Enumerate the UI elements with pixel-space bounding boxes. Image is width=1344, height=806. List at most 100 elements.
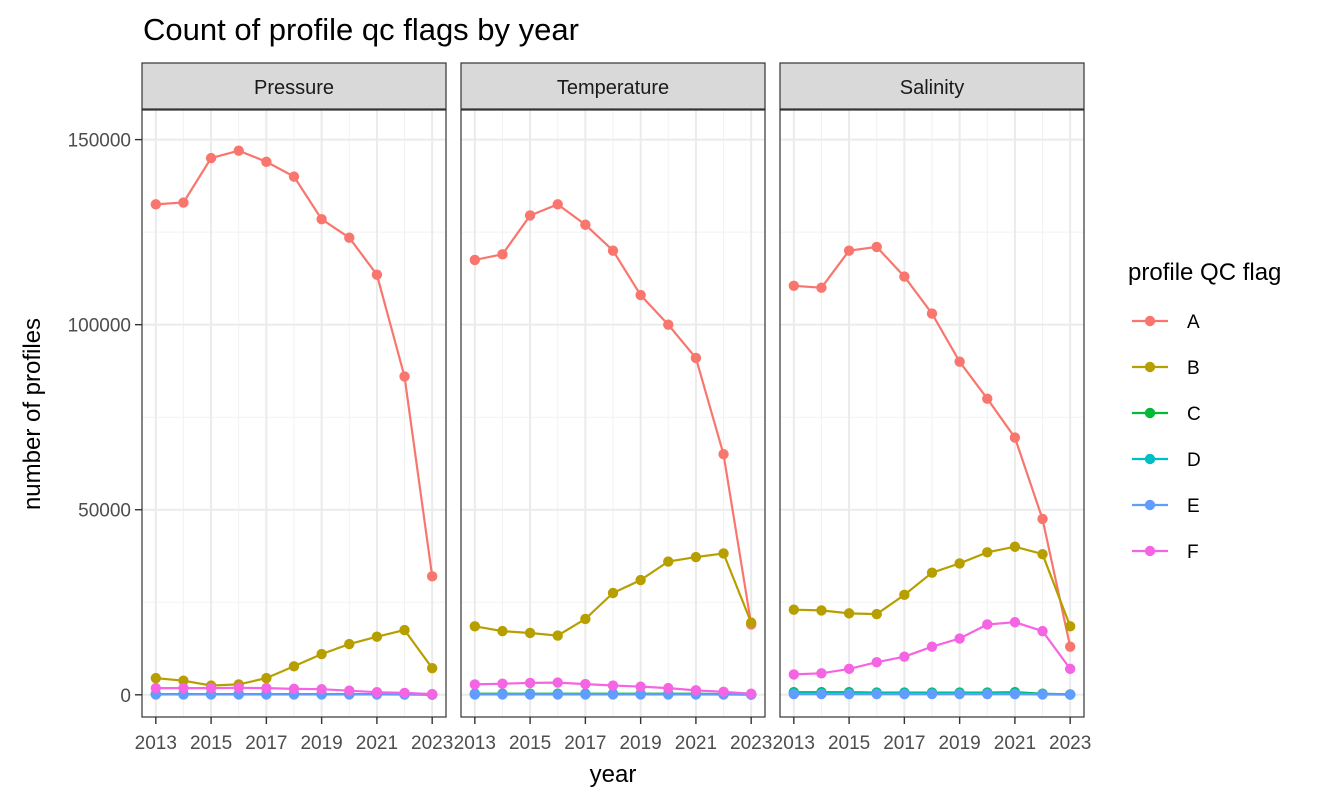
data-point-f (233, 682, 244, 693)
chart-title: Count of profile qc flags by year (143, 12, 579, 47)
data-point-a (607, 245, 619, 256)
x-tick-label: 2013 (773, 733, 815, 754)
data-point-a (371, 269, 383, 280)
panel-border (141, 109, 447, 718)
data-point-a (1064, 641, 1076, 652)
panel-temperature: Temperature 2013 2015 2017 2019 2021 2023 (454, 62, 772, 754)
x-axis-title: year (590, 761, 637, 788)
legend-label: E (1187, 496, 1200, 517)
facet-strip (779, 62, 1085, 110)
legend-item-f: F (1132, 542, 1199, 563)
data-point-e (469, 689, 481, 700)
data-point-f (816, 668, 827, 679)
data-point-f (663, 682, 674, 694)
data-point-e (926, 688, 938, 700)
panel-border (779, 109, 1085, 718)
data-point-b (982, 547, 993, 558)
legend-label: F (1187, 542, 1199, 563)
data-point-a (150, 199, 162, 210)
data-point-b (1037, 548, 1048, 560)
x-tick-label: 2015 (828, 733, 870, 754)
x-tick-label: 2019 (938, 733, 980, 754)
data-point-f (871, 657, 882, 668)
data-point-e (982, 688, 993, 700)
data-point-b (635, 574, 646, 586)
data-point-b (816, 605, 827, 616)
data-point-a (316, 213, 327, 225)
facet-strip-label: Salinity (900, 77, 964, 99)
data-point-e (1037, 689, 1048, 700)
data-point-a (954, 356, 965, 367)
data-point-f (926, 641, 938, 652)
data-point-f (205, 682, 217, 694)
data-point-b (552, 630, 563, 641)
data-point-f (635, 681, 646, 692)
legend: profile QC flag A B C D E F (1128, 259, 1281, 563)
legend-key-point (1144, 315, 1156, 327)
data-point-e (497, 689, 508, 700)
data-point-f (469, 679, 481, 690)
data-point-b (788, 604, 800, 615)
data-point-f (524, 677, 536, 689)
x-tick-label: 2023 (1049, 733, 1091, 754)
data-point-a (635, 289, 646, 301)
data-point-a (663, 319, 674, 330)
data-point-f (1037, 625, 1048, 637)
legend-key-point (1144, 545, 1156, 557)
data-point-b (954, 558, 965, 569)
y-tick-label: 50000 (78, 501, 131, 522)
data-point-a (899, 271, 910, 282)
data-point-f (1009, 617, 1021, 628)
legend-label: D (1187, 450, 1201, 471)
data-point-e (580, 689, 591, 700)
x-tick-label: 2015 (190, 733, 232, 754)
facet-strip-label: Temperature (557, 77, 669, 99)
y-tick-label: 100000 (68, 316, 131, 337)
x-tick-label: 2023 (411, 733, 453, 754)
panel-pressure: Pressure 2013 2015 2017 2019 2021 2023 (135, 62, 453, 754)
facet-strip-label: Pressure (254, 77, 334, 99)
data-point-f (745, 688, 757, 699)
data-point-e (871, 688, 882, 700)
data-point-a (497, 249, 508, 260)
data-point-f (690, 685, 702, 696)
data-point-a (399, 371, 410, 382)
data-point-f (552, 677, 563, 688)
data-point-b (316, 648, 327, 660)
x-tick-label: 2019 (300, 733, 342, 754)
legend-label: B (1187, 358, 1200, 379)
data-point-b (371, 631, 383, 642)
data-point-e (843, 688, 855, 700)
data-point-f (899, 651, 910, 662)
legend-title: profile QC flag (1128, 259, 1281, 286)
data-point-a (926, 308, 938, 319)
data-point-e (1009, 688, 1021, 700)
x-tick-label: 2013 (135, 733, 177, 754)
x-tick-label: 2017 (245, 733, 287, 754)
data-point-a (982, 393, 993, 404)
data-point-a (178, 197, 189, 208)
data-point-f (843, 663, 855, 675)
data-point-a (718, 449, 729, 460)
data-point-e (524, 689, 536, 700)
data-point-a (233, 145, 244, 156)
data-point-b (261, 672, 272, 684)
data-point-e (1064, 689, 1076, 700)
y-tick-label: 150000 (68, 131, 131, 152)
legend-item-b: B (1132, 358, 1200, 379)
x-tick-label: 2019 (619, 733, 661, 754)
data-point-b (926, 567, 938, 578)
data-point-b (690, 551, 702, 563)
data-point-a (690, 352, 702, 364)
data-point-a (1037, 513, 1048, 525)
data-point-b (150, 672, 162, 684)
data-point-f (982, 619, 993, 630)
data-point-b (178, 675, 189, 686)
facet-strip (141, 62, 447, 110)
data-point-e (899, 688, 910, 700)
data-point-e (788, 688, 800, 700)
data-point-f (788, 669, 800, 680)
data-point-f (344, 685, 355, 696)
data-point-a (843, 245, 855, 256)
x-tick-label: 2021 (356, 733, 398, 754)
